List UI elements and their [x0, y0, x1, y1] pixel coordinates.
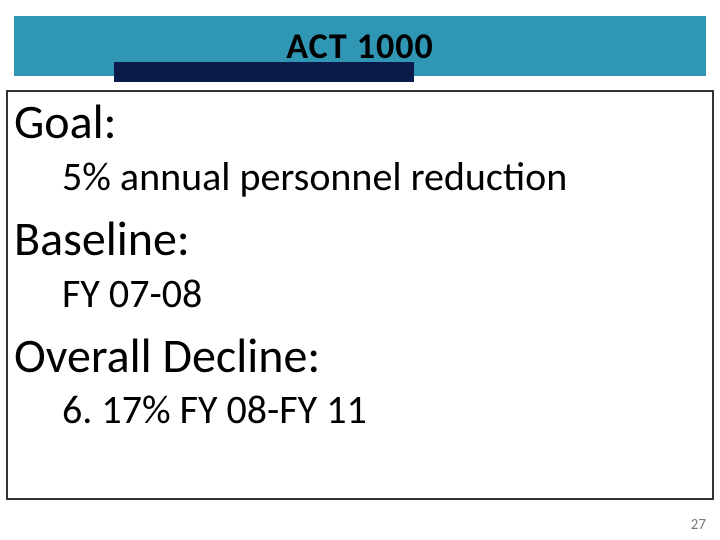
goal-value: 5% annual personnel reduction: [8, 155, 712, 199]
decline-label: Overall Decline:: [8, 330, 712, 383]
baseline-label: Baseline:: [8, 213, 712, 266]
page-number: 27: [691, 516, 706, 534]
title-banner: ACT 1000: [14, 16, 706, 76]
goal-label: Goal:: [8, 96, 712, 149]
slide-title: ACT 1000: [286, 24, 434, 68]
decline-value: 6. 17% FY 08-FY 11: [8, 388, 712, 432]
content-box: Goal: 5% annual personnel reduction Base…: [6, 90, 714, 500]
baseline-value: FY 07-08: [8, 272, 712, 316]
